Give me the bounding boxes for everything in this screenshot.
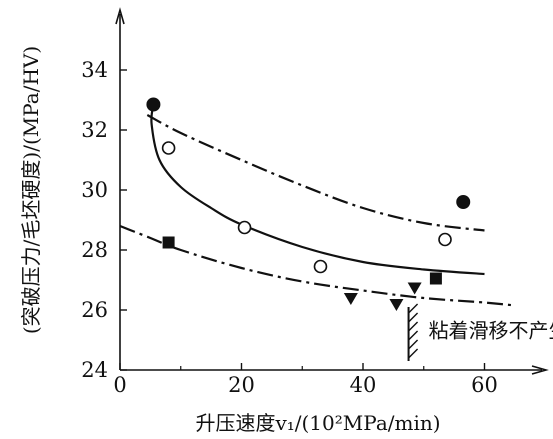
filled-triangle-point: [389, 299, 404, 311]
filled-circle-point: [456, 195, 471, 209]
open-circle-point: [161, 141, 176, 155]
dash-dot-fit-curve: [119, 224, 516, 307]
open-circle-point: [313, 259, 328, 274]
filled-circle-point: [146, 97, 161, 112]
axes-group: [115, 7, 549, 375]
x-tick-label: 60: [471, 373, 498, 397]
filled-triangle-point: [343, 293, 358, 305]
x-tick-label: 0: [113, 373, 126, 397]
x-tick-label: 40: [350, 373, 377, 397]
x-axis-arrow: [531, 365, 549, 375]
x-tick-label: 20: [228, 373, 255, 397]
y-tick-label: 24: [81, 358, 108, 382]
hatch-stroke: [408, 348, 419, 359]
dash-dot-fit-curve: [146, 114, 485, 232]
labels-group: 0 20 40 60 24 26 28 30 32 34 粘着滑移不产生区升压速度v₁/(10²MP…: [19, 46, 553, 435]
hatch-stroke: [408, 339, 419, 350]
y-tick-label: 30: [81, 178, 108, 202]
hatch-stroke: [408, 303, 419, 314]
points-group: [146, 97, 471, 311]
region-annotation-label: 粘着滑移不产生区: [429, 319, 553, 343]
hatch-group: [407, 303, 419, 361]
x-axis-title: 升压速度v₁/(10²MPa/min): [195, 411, 440, 435]
y-tick-label: 26: [81, 298, 108, 322]
y-tick-label: 28: [81, 238, 108, 262]
open-circle-point: [237, 220, 252, 235]
filled-square-point: [162, 236, 175, 249]
solid-fit-curve: [150, 104, 485, 276]
y-axis-arrow: [115, 7, 125, 25]
y-tick-label: 34: [81, 58, 108, 82]
y-axis-title: (突破压力/毛坯硬度)/(MPa/HV): [19, 46, 43, 334]
hatch-stroke: [408, 312, 419, 323]
hatch-stroke: [408, 330, 419, 341]
curves-group: [119, 104, 516, 307]
y-tick-label: 32: [81, 118, 108, 142]
open-circle-point: [438, 232, 452, 247]
hatch-stroke: [408, 321, 419, 332]
filled-square-point: [429, 272, 442, 285]
filled-triangle-point: [407, 282, 422, 295]
